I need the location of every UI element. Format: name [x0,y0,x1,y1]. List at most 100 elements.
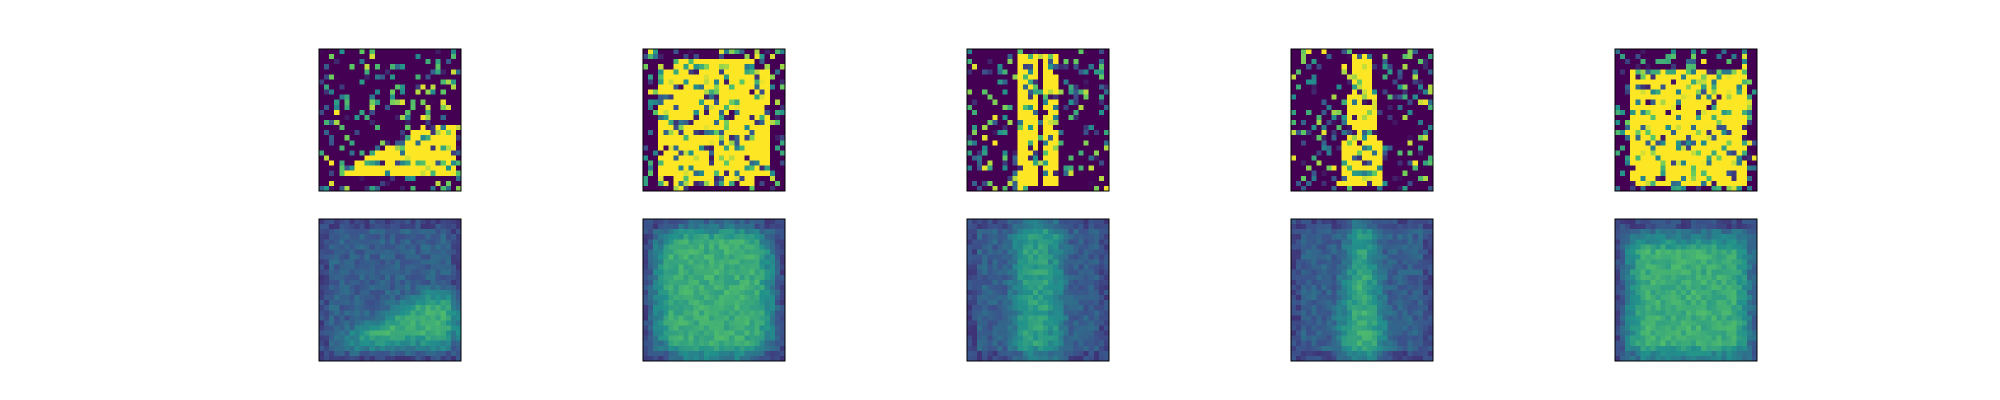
pixel [719,155,725,161]
pixel [450,269,457,276]
pixel [703,130,710,136]
pixel [769,234,776,240]
pixel [450,185,457,192]
pixel [739,84,745,90]
pixel [1032,335,1039,342]
pixel [759,345,766,352]
pixel [410,165,416,172]
pixel [430,114,436,121]
pixel [450,279,457,286]
pixel [1422,64,1429,70]
pixel [364,315,371,321]
pixel [668,325,674,331]
pixel [1063,109,1069,116]
pixel [1058,170,1064,177]
pixel [339,109,345,116]
pixel [992,54,998,60]
pixel [1078,305,1084,311]
pixel [1073,49,1079,55]
pixel [769,325,776,331]
pixel [1412,84,1419,90]
pixel [395,254,401,260]
pixel [354,350,360,357]
pixel [648,279,654,286]
pixel [410,49,416,55]
pixel [440,125,447,131]
pixel [1002,330,1008,336]
pixel [668,310,674,316]
pixel [1103,274,1110,281]
pixel [1073,170,1079,177]
pixel [688,355,695,362]
pixel [1048,175,1054,182]
pixel [374,264,381,271]
pixel [395,315,401,321]
pixel [663,355,669,362]
pixel [663,244,669,250]
pixel [1078,155,1084,161]
pixel [698,335,705,342]
pixel [410,239,416,245]
pixel [1043,330,1049,336]
pixel [678,284,684,291]
pixel [734,150,740,156]
pixel [719,320,725,326]
pixel [1306,89,1312,95]
pixel [344,140,350,146]
pixel [1038,94,1044,101]
pixel [450,89,457,95]
pixel [759,69,766,75]
pixel [1083,125,1090,131]
pixel [744,259,750,265]
pixel [729,229,735,235]
pixel [349,185,355,192]
pixel [708,264,715,271]
pixel [1073,290,1079,296]
pixel [1032,170,1039,177]
pixel [658,259,664,265]
pixel [440,170,447,177]
pixel [359,145,365,151]
pixel [992,160,998,166]
pixel [1022,269,1029,276]
pixel [415,114,421,121]
pixel [658,185,664,192]
pixel [972,234,978,240]
pixel [673,310,679,316]
pixel [739,249,745,255]
pixel [354,279,360,286]
pixel [673,340,679,347]
pixel [693,125,700,131]
pixel [653,295,659,301]
pixel [1301,59,1307,65]
pixel [719,135,725,141]
pixel [1073,125,1079,131]
pixel [1063,175,1069,182]
pixel [703,120,710,126]
pixel [1053,130,1059,136]
pixel [334,229,340,235]
pixel [374,274,381,281]
pixel [739,130,745,136]
pixel [384,290,391,296]
pixel [744,74,750,80]
pixel [405,175,411,182]
pixel [739,224,745,230]
pixel [997,254,1003,260]
pixel [395,340,401,347]
pixel [1017,310,1024,316]
pixel [972,244,978,250]
pixel [369,264,376,271]
pixel [1103,54,1110,60]
pixel [369,219,376,225]
pixel [698,109,705,116]
pixel [1372,94,1378,101]
pixel [992,330,998,336]
pixel [1053,269,1059,276]
pixel [379,114,386,121]
pixel [1017,54,1024,60]
pixel [440,150,447,156]
pixel [764,284,771,291]
pixel [1078,49,1084,55]
pixel [445,244,452,250]
